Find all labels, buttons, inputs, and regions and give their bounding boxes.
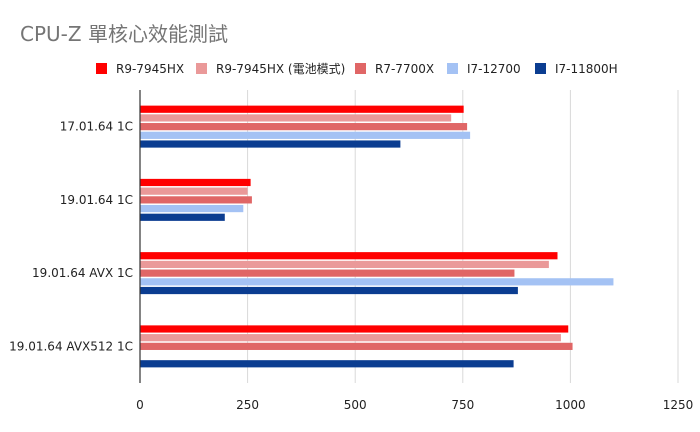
bar [140,342,573,350]
bar [140,260,549,269]
chart-title: CPU-Z 單核心效能測試 [20,22,228,46]
legend-label: R9-7945HX (電池模式) [216,62,345,76]
bar [140,213,225,221]
legend-label: I7-12700 [467,62,521,76]
bar [140,187,248,195]
bar [140,140,401,148]
bar [140,204,244,213]
category-label: 19.01.64 AVX 1C [32,266,133,280]
legend-swatch [96,63,107,74]
bar [140,131,471,139]
legend-swatch [447,63,458,74]
legend-label: I7-11800H [555,62,618,76]
bar [140,178,251,187]
x-tick-label: 1250 [663,398,694,412]
bar [140,269,515,277]
x-tick-label: 0 [136,398,144,412]
category-label: 19.01.64 1C [60,193,133,207]
bar [140,114,452,122]
x-tick-label: 1000 [555,398,586,412]
bar [140,360,514,368]
bar [140,252,558,260]
x-tick-label: 250 [236,398,259,412]
x-tick-labels: 0 250 500 750 1000 1250 [136,398,693,412]
bar [140,123,468,131]
bar [140,105,464,113]
bars [140,105,614,368]
category-label: 19.01.64 AVX512 1C [9,339,133,353]
legend-swatch [196,63,207,74]
legend-label: R7-7700X [375,62,434,76]
legend-swatch [535,63,546,74]
bar [140,196,252,204]
legend: R9-7945HX R9-7945HX (電池模式) R7-7700X I7-1270… [96,62,618,76]
bar [140,334,561,342]
bar [140,286,518,295]
category-labels: 17.01.64 1C 19.01.64 1C 19.01.64 AVX 1C 19.… [9,120,133,354]
category-label: 17.01.64 1C [60,120,133,134]
legend-swatch [355,63,366,74]
bar [140,278,614,286]
bar [140,325,569,333]
legend-label: R9-7945HX [116,62,184,76]
x-tick-label: 750 [451,398,474,412]
x-tick-label: 500 [344,398,367,412]
